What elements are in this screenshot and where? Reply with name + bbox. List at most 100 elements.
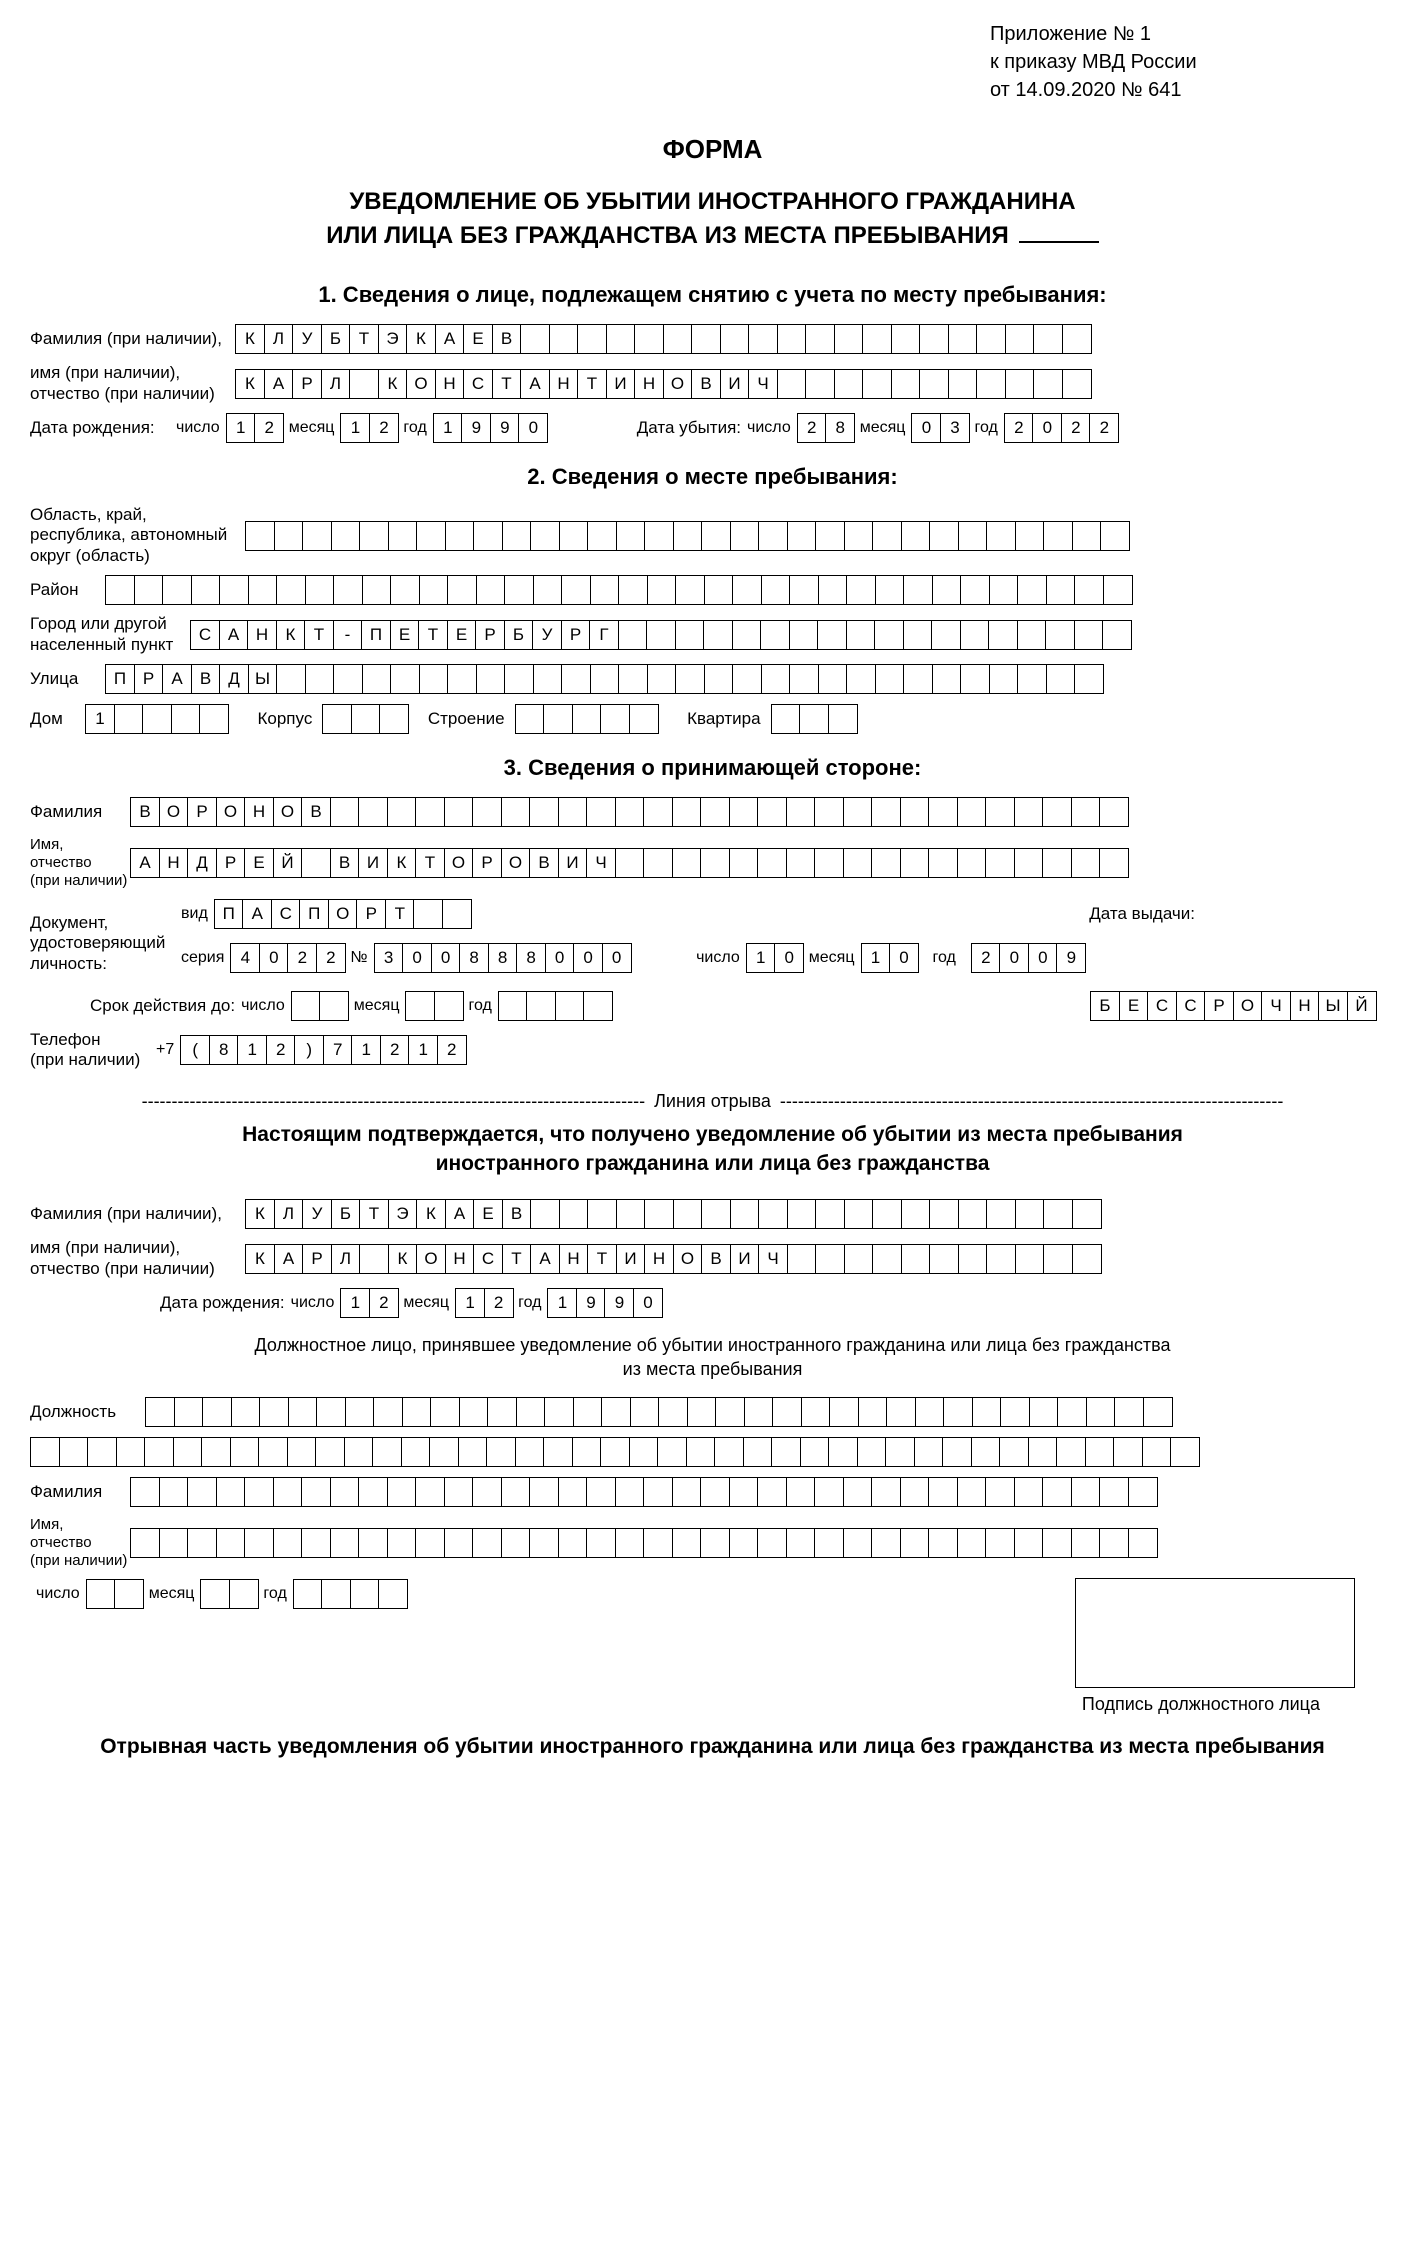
cell[interactable] [1170,1437,1200,1467]
cell[interactable] [1017,575,1047,605]
cell[interactable] [960,620,990,650]
cell[interactable] [387,1477,417,1507]
cell[interactable]: К [406,324,436,354]
cell[interactable] [828,704,858,734]
cell[interactable] [114,704,144,734]
cell[interactable] [301,1477,331,1507]
cell[interactable]: А [264,369,294,399]
cell[interactable] [700,1477,730,1507]
cell[interactable] [330,1528,360,1558]
cell[interactable]: 8 [488,943,518,973]
cell[interactable] [587,1199,617,1229]
cell[interactable] [1142,1437,1172,1467]
cell[interactable] [1014,848,1044,878]
cell[interactable]: 2 [797,413,827,443]
cell[interactable] [976,324,1006,354]
cell[interactable] [729,797,759,827]
cell[interactable] [273,1477,303,1507]
cell[interactable]: Р [134,664,164,694]
cell[interactable] [663,324,693,354]
cell[interactable] [1085,1437,1115,1467]
cell[interactable] [344,1437,374,1467]
cell[interactable] [919,369,949,399]
cell[interactable] [442,899,472,929]
cell[interactable] [618,620,648,650]
cell[interactable]: Н [549,369,579,399]
cells-dob-month[interactable]: 12 [340,413,397,443]
cell[interactable] [473,521,503,551]
cell[interactable] [958,1199,988,1229]
cell[interactable] [786,1528,816,1558]
cell[interactable] [618,575,648,605]
cell[interactable] [472,1528,502,1558]
cell[interactable] [1071,848,1101,878]
cell[interactable] [901,521,931,551]
cell[interactable] [1028,1437,1058,1467]
cell[interactable] [444,1477,474,1507]
cell[interactable] [330,797,360,827]
cell[interactable]: О [159,797,189,827]
cell[interactable]: 2 [1089,413,1119,443]
cells-city[interactable]: САНКТ-ПЕТЕРБУРГ [190,620,1131,650]
cell[interactable] [402,1397,432,1427]
cell[interactable] [971,1437,1001,1467]
cell[interactable]: И [358,848,388,878]
cell[interactable] [529,1528,559,1558]
cell[interactable] [561,664,591,694]
cell[interactable] [387,797,417,827]
cell[interactable] [900,848,930,878]
cell[interactable]: Б [504,620,534,650]
cell[interactable] [476,575,506,605]
cell[interactable] [616,1199,646,1229]
cell[interactable] [891,324,921,354]
cell[interactable] [903,664,933,694]
cell[interactable] [891,369,921,399]
cells-issue-day[interactable]: 10 [746,943,803,973]
cell[interactable]: Т [502,1244,532,1274]
cell[interactable] [647,664,677,694]
cell[interactable] [843,1477,873,1507]
cell[interactable] [587,521,617,551]
cell[interactable] [86,1579,116,1609]
cell[interactable]: А [274,1244,304,1274]
cell[interactable]: В [191,664,221,694]
cell[interactable] [675,664,705,694]
cell[interactable] [901,1199,931,1229]
cell[interactable] [543,704,573,734]
cell[interactable]: Н [644,1244,674,1274]
cell[interactable] [1072,1199,1102,1229]
cell[interactable]: Н [159,848,189,878]
cells-valid-month[interactable] [405,991,462,1021]
cell[interactable]: Б [331,1199,361,1229]
cell[interactable] [672,797,702,827]
cell[interactable] [558,797,588,827]
cell[interactable] [572,704,602,734]
cell[interactable] [1015,521,1045,551]
cell[interactable]: О [216,797,246,827]
cell[interactable]: Е [244,848,274,878]
cell[interactable]: В [130,797,160,827]
cell[interactable] [476,664,506,694]
cell[interactable] [985,797,1015,827]
cell[interactable] [874,620,904,650]
cell[interactable] [530,521,560,551]
cell[interactable] [244,1528,274,1558]
cell[interactable]: В [330,848,360,878]
cell[interactable] [758,521,788,551]
cell[interactable] [732,620,762,650]
cell[interactable]: 1 [85,704,115,734]
cell[interactable] [1086,1397,1116,1427]
cell[interactable] [515,704,545,734]
cells-kvartira[interactable] [771,704,857,734]
cell[interactable]: 0 [573,943,603,973]
cell[interactable] [162,575,192,605]
cell[interactable] [989,664,1019,694]
cell[interactable]: 1 [351,1035,381,1065]
cells-host-name[interactable]: АНДРЕЙ ВИКТОРОВИЧ [130,848,1128,878]
cell[interactable] [985,1528,1015,1558]
cell[interactable] [413,899,443,929]
cells-dep-year[interactable]: 2022 [1004,413,1118,443]
cell[interactable] [333,575,363,605]
cell[interactable]: О [273,797,303,827]
cell[interactable] [929,1199,959,1229]
